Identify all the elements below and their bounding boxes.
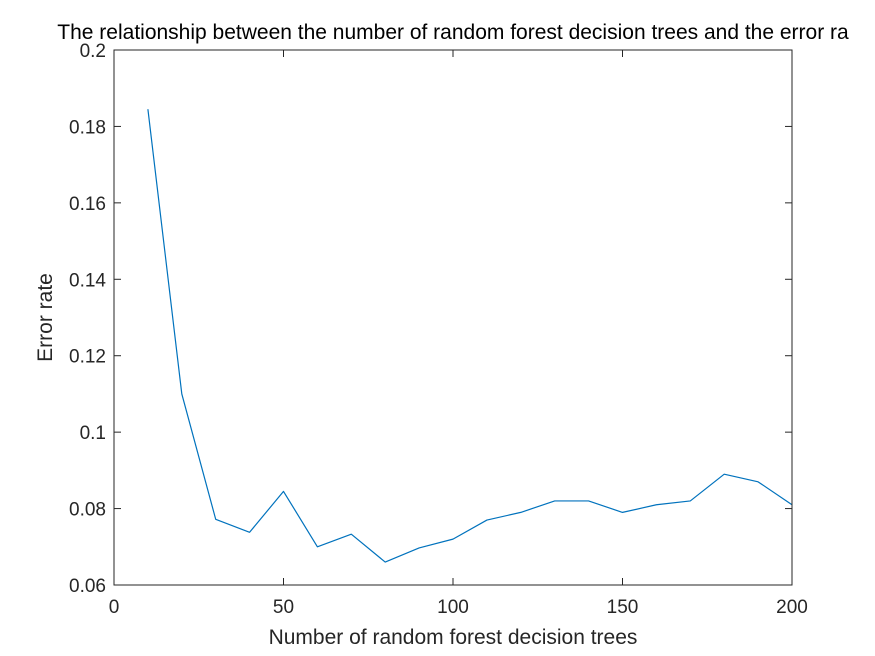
data-point (351, 534, 352, 535)
data-point (317, 546, 318, 547)
series-line (147, 109, 793, 563)
y-tick-label: 0.1 (80, 423, 106, 444)
y-axis-title: Error rate (34, 273, 57, 362)
data-point (758, 481, 759, 482)
data-point (215, 519, 216, 520)
data-point (181, 393, 182, 394)
data-point (419, 547, 420, 548)
data-point (283, 491, 284, 492)
y-tick-label: 0.08 (69, 500, 106, 521)
plot-area (114, 50, 792, 585)
x-tick-label: 150 (607, 597, 639, 618)
x-tick-label: 100 (437, 597, 469, 618)
y-tick-label: 0.14 (69, 270, 106, 291)
data-point (147, 109, 148, 110)
data-point (249, 532, 250, 533)
x-axis-title: Number of random forest decision trees (269, 626, 638, 649)
x-tick-label: 0 (109, 597, 120, 618)
y-tick-label: 0.18 (69, 117, 106, 138)
data-point (588, 500, 589, 501)
data-point (486, 519, 487, 520)
series-layer (147, 109, 793, 563)
data-point (554, 500, 555, 501)
y-tick-label: 0.12 (69, 347, 106, 368)
data-point (724, 474, 725, 475)
data-point (520, 512, 521, 513)
ticks-layer: 0 50 100 150 200 0.06 0.08 0.1 0.12 0.14 0.16 0.18 0… (69, 41, 808, 618)
y-tick-label: 0.16 (69, 194, 106, 215)
x-tick-label: 200 (776, 597, 808, 618)
data-point (690, 500, 691, 501)
data-point (622, 512, 623, 513)
data-point (452, 539, 453, 540)
x-tick-label: 50 (273, 597, 294, 618)
y-tick-label: 0.2 (80, 41, 106, 62)
data-point (656, 504, 657, 505)
data-point (385, 561, 386, 562)
y-tick-label: 0.06 (69, 576, 106, 597)
chart-title: The relationship between the number of r… (57, 21, 849, 44)
